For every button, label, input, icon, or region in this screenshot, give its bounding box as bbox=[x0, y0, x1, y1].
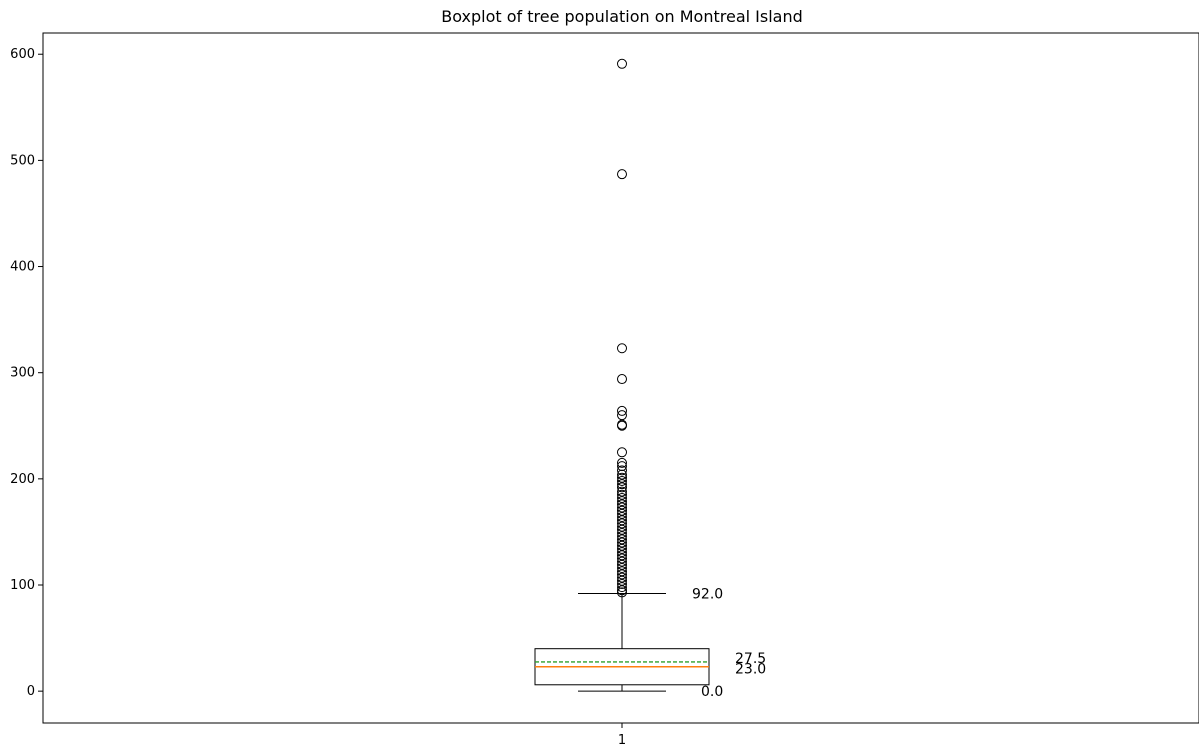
outlier-point bbox=[617, 524, 627, 535]
outlier-point bbox=[617, 410, 627, 421]
outlier-point bbox=[617, 457, 627, 468]
outlier-point bbox=[617, 343, 627, 354]
value-annotation: 23.0 bbox=[735, 662, 766, 678]
outlier-point bbox=[617, 582, 627, 593]
y-axis: 0 100 200 300 400 500 600 bbox=[10, 47, 43, 699]
outlier-point bbox=[617, 502, 627, 513]
outlier-point bbox=[617, 420, 627, 431]
outlier-point bbox=[617, 492, 627, 503]
outlier-point bbox=[617, 515, 627, 526]
x-tick-label: 1 bbox=[618, 733, 626, 748]
outlier-point bbox=[617, 553, 627, 564]
outlier-point bbox=[617, 550, 627, 561]
y-tick-label: 0 bbox=[27, 684, 35, 699]
outlier-point bbox=[617, 58, 627, 69]
x-axis: 1 bbox=[618, 723, 626, 748]
outlier-point bbox=[617, 499, 627, 510]
value-annotation: 92.0 bbox=[692, 586, 723, 602]
outlier-group bbox=[617, 58, 627, 598]
value-annotation: 27.5 bbox=[735, 651, 766, 667]
outlier-point bbox=[617, 521, 627, 532]
y-tick-label: 100 bbox=[10, 578, 35, 593]
outlier-point bbox=[617, 479, 627, 490]
y-tick-label: 200 bbox=[10, 472, 35, 487]
outlier-point bbox=[617, 556, 627, 567]
outlier-point bbox=[617, 587, 627, 598]
annotation-group: 92.0 27.523.0 0.0 bbox=[692, 586, 766, 700]
outlier-point bbox=[617, 475, 627, 486]
y-tick-label: 300 bbox=[10, 366, 35, 381]
y-tick-label: 500 bbox=[10, 153, 35, 168]
box-group bbox=[534, 592, 710, 692]
y-tick-label: 600 bbox=[10, 47, 35, 62]
plot-area bbox=[42, 32, 1199, 724]
outlier-point bbox=[617, 527, 627, 538]
outlier-point bbox=[617, 575, 627, 586]
outlier-point bbox=[617, 518, 627, 529]
chart-title: Boxplot of tree population on Montreal I… bbox=[441, 7, 803, 26]
outlier-point bbox=[617, 508, 627, 519]
outlier-point bbox=[617, 405, 627, 416]
outlier-point bbox=[617, 578, 627, 589]
outlier-point bbox=[617, 486, 627, 497]
outlier-point bbox=[617, 512, 627, 523]
outlier-point bbox=[617, 531, 627, 542]
outlier-point bbox=[617, 547, 627, 558]
outlier-point bbox=[617, 566, 627, 577]
outlier-point bbox=[617, 534, 627, 545]
outlier-point bbox=[617, 465, 627, 476]
y-tick-label: 400 bbox=[10, 260, 35, 275]
outlier-point bbox=[617, 169, 627, 180]
outlier-point bbox=[617, 543, 627, 554]
outlier-point bbox=[617, 505, 627, 516]
outlier-point bbox=[617, 563, 627, 574]
outlier-point bbox=[617, 374, 627, 385]
outlier-point bbox=[617, 447, 627, 458]
outlier-point bbox=[617, 482, 627, 493]
outlier-point bbox=[617, 569, 627, 580]
outlier-point bbox=[617, 469, 627, 480]
outlier-point bbox=[617, 496, 627, 507]
outlier-point bbox=[617, 540, 627, 551]
outlier-point bbox=[617, 559, 627, 570]
outlier-point bbox=[617, 572, 627, 583]
outlier-point bbox=[617, 489, 627, 500]
value-annotation: 0.0 bbox=[701, 684, 723, 700]
outlier-point bbox=[617, 461, 627, 472]
outlier-point bbox=[617, 472, 627, 483]
outlier-point bbox=[617, 537, 627, 548]
